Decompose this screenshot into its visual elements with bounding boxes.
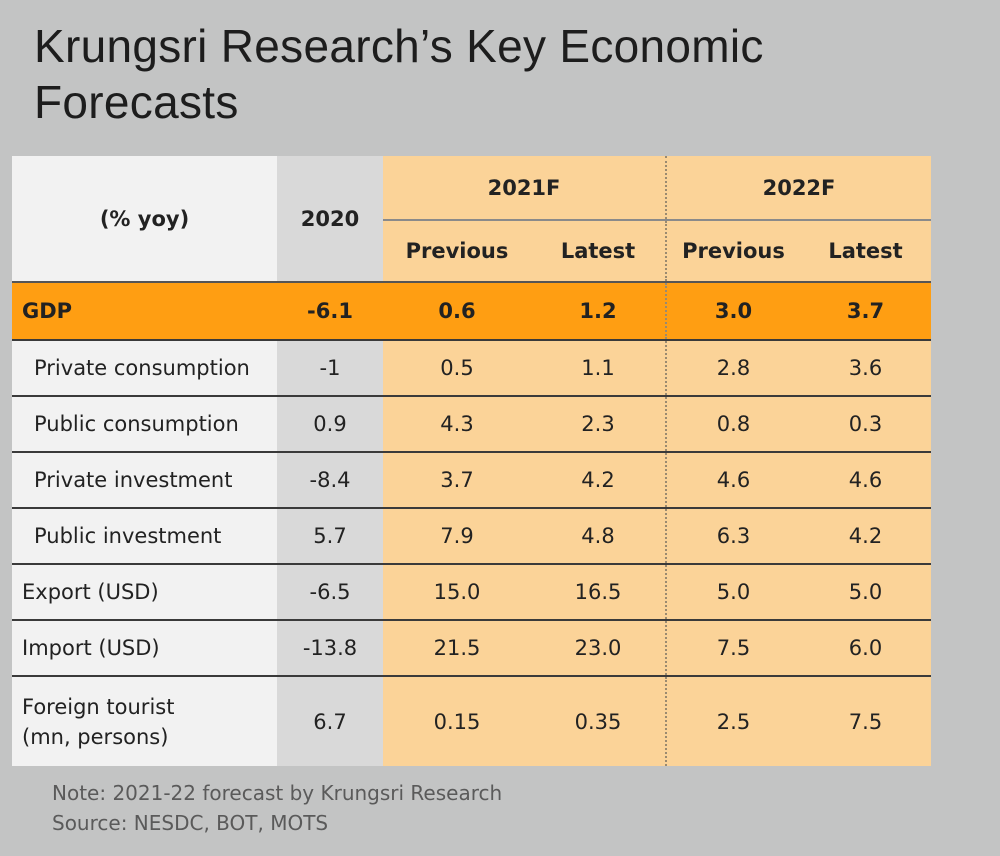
- row-label: Public consumption: [12, 395, 277, 452]
- table-row: Public consumption 0.9 4.3 2.3 0.8 0.3: [12, 395, 931, 452]
- previous-2021-header: Previous: [383, 220, 531, 282]
- row-label-line2: (mn, persons): [22, 724, 169, 749]
- table-row: Public investment 5.7 7.9 4.8 6.3 4.2: [12, 507, 931, 564]
- value-2022-latest: 6.0: [800, 619, 931, 676]
- year-2020-header: 2020: [277, 156, 383, 282]
- value-2021-previous: 0.15: [383, 675, 531, 766]
- value-2020: 5.7: [277, 507, 383, 564]
- table-row: Export (USD) -6.5 15.0 16.5 5.0 5.0: [12, 563, 931, 620]
- value-2021-latest: 16.5: [531, 563, 667, 620]
- value-2022-previous: 2.5: [666, 675, 800, 766]
- latest-2021-header: Latest: [531, 220, 667, 282]
- value-2022-previous: 5.0: [666, 563, 800, 620]
- year-2022f-header: 2022F: [666, 156, 931, 221]
- value-2021-previous: 3.7: [383, 451, 531, 508]
- value-2022-latest: 3.6: [800, 339, 931, 396]
- value-2020: -6.5: [277, 563, 383, 620]
- value-2022-latest: 5.0: [800, 563, 931, 620]
- value-2022-latest: 4.6: [800, 451, 931, 508]
- value-2022-latest: 3.7: [800, 281, 931, 340]
- value-2022-previous: 2.8: [666, 339, 800, 396]
- table-row-gdp: GDP -6.1 0.6 1.2 3.0 3.7: [12, 281, 931, 340]
- page-title: Krungsri Research’s Key Economic Forecas…: [34, 20, 764, 128]
- value-2021-latest: 1.1: [531, 339, 667, 396]
- value-2021-latest: 2.3: [531, 395, 667, 452]
- table-row: Private investment -8.4 3.7 4.2 4.6 4.6: [12, 451, 931, 508]
- value-2020: -1: [277, 339, 383, 396]
- value-2022-latest: 7.5: [800, 675, 931, 766]
- year-2021f-header: 2021F: [383, 156, 667, 221]
- value-2022-latest: 0.3: [800, 395, 931, 452]
- row-label: GDP: [12, 281, 277, 340]
- value-2022-previous: 6.3: [666, 507, 800, 564]
- value-2021-latest: 4.8: [531, 507, 667, 564]
- unit-header: (% yoy): [12, 156, 277, 282]
- source-text: Source: NESDC, BOT, MOTS: [52, 811, 329, 835]
- value-2021-previous: 7.9: [383, 507, 531, 564]
- value-2022-previous: 0.8: [666, 395, 800, 452]
- value-2022-previous: 3.0: [666, 281, 800, 340]
- footnote: Note: 2021-22 forecast by Krungsri Resea…: [52, 778, 502, 838]
- table-row: Import (USD) -13.8 21.5 23.0 7.5 6.0: [12, 619, 931, 676]
- value-2021-previous: 0.6: [383, 281, 531, 340]
- value-2022-previous: 7.5: [666, 619, 800, 676]
- row-label: Private consumption: [12, 339, 277, 396]
- value-2020: 0.9: [277, 395, 383, 452]
- forecast-table: (% yoy) 2020 2021F 2022F Previous Latest…: [12, 156, 931, 766]
- value-2021-previous: 21.5: [383, 619, 531, 676]
- value-2021-previous: 15.0: [383, 563, 531, 620]
- value-2022-previous: 4.6: [666, 451, 800, 508]
- value-2021-latest: 1.2: [531, 281, 667, 340]
- table-row: Private consumption -1 0.5 1.1 2.8 3.6: [12, 339, 931, 396]
- header-row-years: (% yoy) 2020 2021F 2022F: [12, 156, 931, 282]
- previous-2022-header: Previous: [666, 220, 800, 282]
- value-2020: -13.8: [277, 619, 383, 676]
- value-2021-previous: 0.5: [383, 339, 531, 396]
- value-2021-latest: 0.35: [531, 675, 667, 766]
- latest-2022-header: Latest: [800, 220, 931, 282]
- value-2020: -8.4: [277, 451, 383, 508]
- table-row: Foreign tourist (mn, persons) 6.7 0.15 0…: [12, 675, 931, 766]
- row-label: Public investment: [12, 507, 277, 564]
- value-2020: 6.7: [277, 675, 383, 766]
- value-2020: -6.1: [277, 281, 383, 340]
- value-2021-previous: 4.3: [383, 395, 531, 452]
- value-2021-latest: 4.2: [531, 451, 667, 508]
- note-text: Note: 2021-22 forecast by Krungsri Resea…: [52, 781, 503, 805]
- row-label-line1: Foreign tourist: [22, 694, 175, 719]
- header-row-sub: Previous Latest Previous Latest: [12, 220, 931, 282]
- row-label: Private investment: [12, 451, 277, 508]
- row-label: Import (USD): [12, 619, 277, 676]
- value-2022-latest: 4.2: [800, 507, 931, 564]
- row-label: Export (USD): [12, 563, 277, 620]
- row-label: Foreign tourist (mn, persons): [12, 675, 277, 766]
- value-2021-latest: 23.0: [531, 619, 667, 676]
